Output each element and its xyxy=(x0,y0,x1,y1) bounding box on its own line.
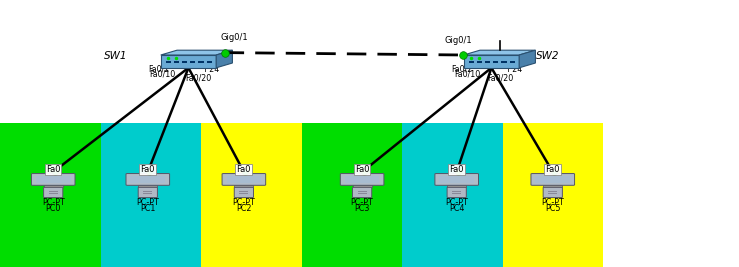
Bar xyxy=(131,176,166,183)
Bar xyxy=(201,123,302,267)
Text: PC1: PC1 xyxy=(140,204,155,213)
Text: SW2: SW2 xyxy=(536,51,559,61)
Text: PC0: PC0 xyxy=(46,204,61,213)
Text: PC4: PC4 xyxy=(449,204,464,213)
Bar xyxy=(477,61,483,63)
Text: PC2: PC2 xyxy=(236,204,251,213)
Bar xyxy=(510,61,515,63)
Text: Fa0: Fa0 xyxy=(355,165,370,174)
FancyBboxPatch shape xyxy=(234,187,253,198)
Polygon shape xyxy=(520,50,536,68)
Text: PC-PT: PC-PT xyxy=(42,198,64,207)
Bar xyxy=(234,185,253,187)
Bar xyxy=(402,123,503,267)
Text: Fa0/2: Fa0/2 xyxy=(149,65,170,74)
Bar xyxy=(183,61,188,63)
FancyBboxPatch shape xyxy=(126,174,170,185)
Bar xyxy=(227,176,262,183)
Bar xyxy=(0,123,101,267)
FancyBboxPatch shape xyxy=(222,174,266,185)
FancyBboxPatch shape xyxy=(44,187,63,198)
Bar xyxy=(302,123,402,267)
Bar xyxy=(447,185,466,187)
Bar xyxy=(358,191,367,192)
Bar xyxy=(344,176,380,183)
FancyBboxPatch shape xyxy=(31,174,75,185)
Bar xyxy=(206,61,211,63)
Bar xyxy=(486,61,491,63)
Text: PC-PT: PC-PT xyxy=(233,198,255,207)
Bar xyxy=(548,191,557,192)
Bar xyxy=(49,191,58,192)
Bar xyxy=(49,193,58,194)
FancyBboxPatch shape xyxy=(531,174,575,185)
Bar xyxy=(143,193,152,194)
Bar xyxy=(464,55,520,68)
Text: PC5: PC5 xyxy=(545,204,560,213)
Text: PC-PT: PC-PT xyxy=(351,198,373,207)
Text: Fa0/10: Fa0/10 xyxy=(454,70,480,79)
Polygon shape xyxy=(217,50,233,68)
Text: Fa0/10: Fa0/10 xyxy=(149,70,175,79)
Text: T 24: T 24 xyxy=(505,65,522,74)
Bar xyxy=(198,61,204,63)
Text: PC3: PC3 xyxy=(355,204,370,213)
Bar xyxy=(143,191,152,192)
FancyBboxPatch shape xyxy=(340,174,384,185)
Text: Gig0/1: Gig0/1 xyxy=(445,36,472,45)
Text: SW1: SW1 xyxy=(103,51,127,61)
FancyBboxPatch shape xyxy=(543,187,562,198)
Text: Fa0/20: Fa0/20 xyxy=(488,74,514,83)
Bar xyxy=(536,176,571,183)
FancyBboxPatch shape xyxy=(435,174,479,185)
Bar xyxy=(502,61,507,63)
Bar xyxy=(138,185,157,187)
Polygon shape xyxy=(464,50,536,55)
FancyBboxPatch shape xyxy=(447,187,466,198)
Text: Gig0/1: Gig0/1 xyxy=(221,33,248,42)
Bar xyxy=(503,123,603,267)
Bar xyxy=(469,61,474,63)
Text: T 24: T 24 xyxy=(202,65,219,74)
Bar xyxy=(166,61,171,63)
Polygon shape xyxy=(161,50,233,55)
Bar xyxy=(36,176,71,183)
Bar xyxy=(353,185,372,187)
Text: Fa0/2: Fa0/2 xyxy=(452,65,473,74)
FancyBboxPatch shape xyxy=(138,187,157,198)
Bar xyxy=(548,193,557,194)
Bar xyxy=(191,61,196,63)
Text: Fa0: Fa0 xyxy=(449,165,464,174)
Text: Fa0: Fa0 xyxy=(46,165,61,174)
Bar xyxy=(239,191,248,192)
Bar xyxy=(439,176,474,183)
Bar xyxy=(452,193,461,194)
Text: PC-PT: PC-PT xyxy=(446,198,468,207)
Bar xyxy=(452,191,461,192)
Bar xyxy=(44,185,63,187)
Bar xyxy=(543,185,562,187)
Bar xyxy=(239,193,248,194)
Text: Fa0/20: Fa0/20 xyxy=(185,74,211,83)
Bar xyxy=(101,123,201,267)
Text: Fa0: Fa0 xyxy=(545,165,560,174)
Text: Fa0: Fa0 xyxy=(140,165,155,174)
Bar xyxy=(161,55,216,68)
Bar xyxy=(174,61,180,63)
Text: PC-PT: PC-PT xyxy=(137,198,159,207)
FancyBboxPatch shape xyxy=(353,187,372,198)
Text: Fa0: Fa0 xyxy=(236,165,251,174)
Bar xyxy=(358,193,367,194)
Bar xyxy=(494,61,499,63)
Text: PC-PT: PC-PT xyxy=(542,198,564,207)
